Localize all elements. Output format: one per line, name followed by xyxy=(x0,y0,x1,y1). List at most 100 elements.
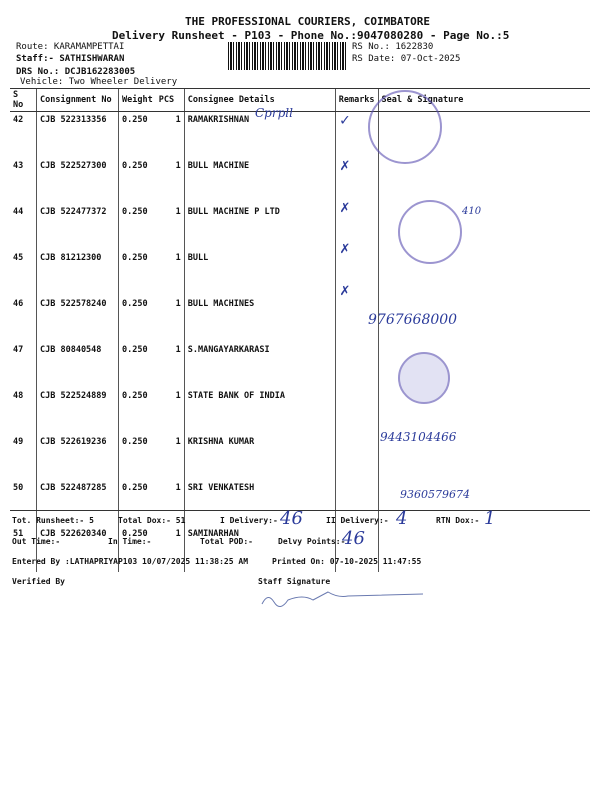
cross-mark: ✗ xyxy=(340,238,350,257)
table-row: 43 CJB 522527300 0.250 1 BULL MACHINE xyxy=(10,158,590,204)
remarks-cell xyxy=(334,204,379,250)
table-row: 49 CJB 522619236 0.250 1 KRISHNA KUMAR xyxy=(10,434,590,480)
table-row: 51 CJB 522620340 0.250 1 SAMINARHAN xyxy=(10,526,590,572)
seal-signature-cell xyxy=(377,480,590,526)
col-pcs: PCS xyxy=(155,88,185,112)
consignment-no: CJB 522313356 xyxy=(36,111,119,158)
cross-mark: ✗ xyxy=(340,280,350,299)
row-sno: 50 xyxy=(13,483,24,493)
weight: 0.250 xyxy=(117,388,156,434)
handwritten-phone: 9360579674 xyxy=(400,488,470,501)
weight: 0.250 xyxy=(117,296,156,342)
consignment-no: CJB 522487285 xyxy=(36,480,119,526)
seal-signature-cell xyxy=(377,158,590,204)
consignment-no: CJB 522524889 xyxy=(36,388,119,434)
weight: 0.250 xyxy=(117,434,156,480)
consignment-no: CJB 522578240 xyxy=(36,296,119,342)
table-bottom-rule xyxy=(10,510,590,511)
pcs: 1 xyxy=(175,483,181,493)
consignment-no: CJB 522620340 xyxy=(36,526,119,572)
drs-no: DRS No.: DCJB162283005 xyxy=(16,67,136,77)
staff-signature xyxy=(261,591,424,607)
pcs: 1 xyxy=(175,207,181,217)
consignee-name: BULL MACHINE P LTD xyxy=(183,204,336,250)
weight: 0.250 xyxy=(117,342,156,388)
col-consignment: Consignment No xyxy=(36,88,119,112)
delvy-points-label: Delvy Points:- xyxy=(278,537,346,546)
handwritten-note: 410 xyxy=(462,206,482,217)
in-time: In Time:- xyxy=(108,537,152,546)
bank-seal-stamp xyxy=(398,352,450,404)
vehicle: Vehicle: Two Wheeler Delivery xyxy=(20,77,178,87)
table-row: 42 CJB 522313356 0.250 1 RAMAKRISHNAN xyxy=(10,111,590,158)
pcs: 1 xyxy=(175,391,181,401)
table-row: 50 CJB 522487285 0.250 1 SRI VENKATESH xyxy=(10,480,590,526)
consignee-name: RAMAKRISHNAN xyxy=(183,111,336,158)
remarks-cell xyxy=(334,480,379,526)
remarks-cell xyxy=(334,296,379,342)
consignee-name: BULL MACHINE xyxy=(183,158,336,204)
row-sno: 48 xyxy=(13,391,24,401)
col-remarks: Remarks xyxy=(334,88,379,112)
consignment-no: CJB 522477372 xyxy=(36,204,119,250)
out-time: Out Time:- xyxy=(12,537,61,546)
rtn-dox-label: RTN Dox:- xyxy=(436,516,480,525)
total-dox: Total Dox:- 51 xyxy=(118,516,186,525)
remarks-cell xyxy=(334,434,379,480)
tick-mark: ✓ xyxy=(340,110,350,129)
weight: 0.250 xyxy=(117,158,156,204)
consignment-no: CJB 81212300 xyxy=(36,250,119,296)
remarks-cell xyxy=(334,388,379,434)
table-row: 48 CJB 522524889 0.250 1 STATE BANK OF INDIA xyxy=(10,388,590,434)
i-delivery-value: 46 xyxy=(280,508,303,529)
staff: Staff:- SATHISHWARAN xyxy=(16,54,125,64)
consignment-no: CJB 522527300 xyxy=(36,158,119,204)
weight: 0.250 xyxy=(117,111,156,158)
weight: 0.250 xyxy=(117,526,156,572)
row-sno: 45 xyxy=(13,253,24,263)
i-delivery-label: I Delivery:- xyxy=(220,516,278,525)
remarks-cell xyxy=(334,158,379,204)
remarks-cell xyxy=(334,526,379,572)
remarks-cell xyxy=(334,250,379,296)
consignee-name: BULL xyxy=(183,250,336,296)
pcs: 1 xyxy=(175,115,181,125)
route: Route: KARAMAMPETTAI xyxy=(16,42,125,52)
company-name: THE PROFESSIONAL COURIERS, COIMBATORE xyxy=(185,15,431,28)
pcs: 1 xyxy=(175,161,181,171)
consignment-no: CJB 522619236 xyxy=(36,434,119,480)
rs-date: RS Date: 07-Oct-2025 xyxy=(352,54,461,64)
consignment-no: CJB 80840548 xyxy=(36,342,119,388)
seal-signature-cell xyxy=(377,296,590,342)
weight: 0.250 xyxy=(117,250,156,296)
weight: 0.250 xyxy=(117,204,156,250)
company-seal-stamp xyxy=(368,90,442,164)
consignee-name: BULL MACHINES xyxy=(183,296,336,342)
consignee-name: KRISHNA KUMAR xyxy=(183,434,336,480)
row-sno: 46 xyxy=(13,299,24,309)
ii-delivery-label: II Delivery:- xyxy=(326,516,389,525)
row-sno: 47 xyxy=(13,345,24,355)
pcs: 1 xyxy=(175,345,181,355)
total-pod: Total POD:- xyxy=(200,537,253,546)
consignee-name: SAMINARHAN xyxy=(183,526,336,572)
cross-mark: ✗ xyxy=(340,197,350,216)
pcs: 1 xyxy=(175,253,181,263)
rs-no: RS No.: 1622830 xyxy=(352,42,434,52)
row-sno: 44 xyxy=(13,207,24,217)
barcode xyxy=(228,42,348,70)
verified-by: Verified By xyxy=(12,577,65,586)
row-sno: 42 xyxy=(13,115,24,125)
company-seal-stamp xyxy=(398,200,462,264)
row-sno: 49 xyxy=(13,437,24,447)
col-consignee: Consignee Details xyxy=(183,88,336,112)
cross-mark: ✗ xyxy=(340,155,350,174)
entered-by: Entered By :LATHAPRIYAP103 10/07/2025 11… xyxy=(12,557,249,566)
consignee-name: STATE BANK OF INDIA xyxy=(183,388,336,434)
handwritten-phone: 9767668000 xyxy=(368,312,458,328)
delvy-points-value: 46 xyxy=(342,528,365,549)
consignee-name: SRI VENKATESH xyxy=(183,480,336,526)
pcs: 1 xyxy=(175,529,181,539)
pcs: 1 xyxy=(175,437,181,447)
col-weight: Weight xyxy=(117,88,156,112)
